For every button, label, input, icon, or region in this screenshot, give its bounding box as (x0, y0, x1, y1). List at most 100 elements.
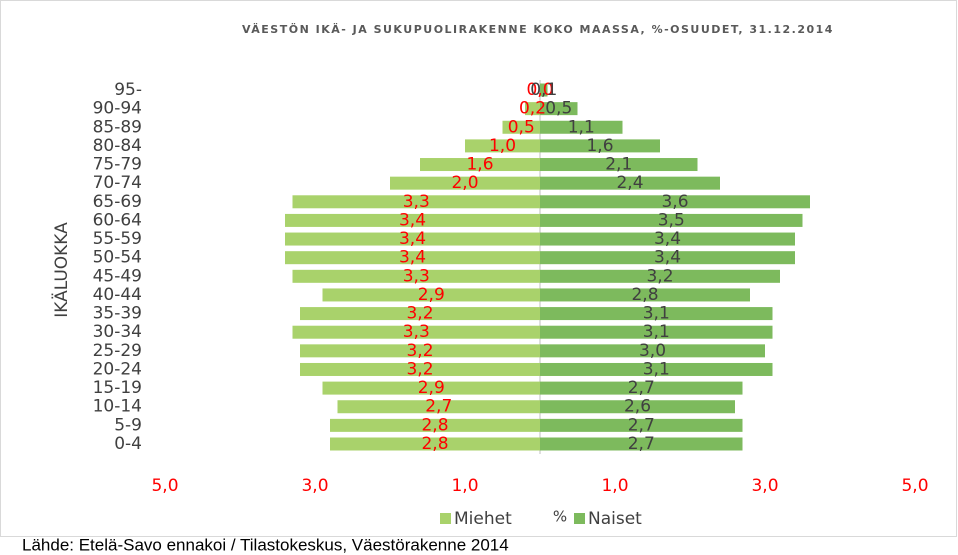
data-label: 2,7 (628, 415, 655, 435)
data-label: 3,1 (643, 359, 670, 379)
x-axis-title: % (553, 508, 567, 526)
bar (540, 418, 743, 432)
bar (330, 418, 540, 432)
data-label: 2,9 (418, 285, 445, 305)
y-tick-label: 40-44 (93, 285, 142, 305)
data-label: 1,6 (586, 136, 613, 156)
bar (540, 381, 743, 395)
legend-swatch (574, 513, 585, 524)
data-label: 2,8 (421, 434, 448, 454)
data-label: 1,0 (489, 136, 516, 156)
bar (292, 269, 540, 283)
data-label: 0,5 (545, 99, 572, 119)
data-label: 2,6 (624, 397, 651, 417)
data-label: 3,4 (654, 229, 681, 249)
bar (292, 195, 540, 209)
data-label: 3,6 (661, 192, 688, 212)
data-label: 3,1 (643, 304, 670, 324)
bar (292, 325, 540, 339)
data-label: 3,5 (658, 210, 685, 230)
bar (285, 213, 540, 227)
data-label: 0,5 (508, 117, 535, 137)
y-tick-label: 30-34 (93, 322, 142, 342)
y-tick-label: 0-4 (114, 434, 142, 454)
data-label: 3,2 (406, 304, 433, 324)
source: Lähde: Etelä-Savo ennakoi / Tilastokesku… (22, 535, 509, 554)
y-tick-label: 85-89 (93, 117, 142, 137)
data-label: 3,2 (646, 266, 673, 286)
y-tick-label: 60-64 (93, 210, 142, 230)
data-label: 2,9 (418, 378, 445, 398)
bar (540, 213, 803, 227)
bar (540, 288, 750, 302)
bar (540, 325, 773, 339)
data-label: 3,2 (406, 359, 433, 379)
bar (540, 120, 623, 134)
bar (540, 139, 660, 153)
bar (420, 158, 540, 172)
bar (322, 381, 540, 395)
legend-label: Naiset (588, 509, 642, 529)
bar (540, 195, 810, 209)
bar (540, 251, 795, 265)
data-label: 3,3 (403, 192, 430, 212)
data-label: 3,4 (399, 248, 426, 268)
bar (330, 437, 540, 451)
y-tick-label: 25-29 (93, 341, 142, 361)
bar (540, 176, 720, 190)
data-label: 2,7 (425, 397, 452, 417)
bar (465, 139, 540, 153)
bar (337, 400, 540, 414)
y-tick-label: 75-79 (93, 155, 142, 175)
data-label: 1,1 (568, 117, 595, 137)
data-label: 2,8 (631, 285, 658, 305)
data-label: 2,7 (628, 434, 655, 454)
y-tick-label: 45-49 (93, 266, 142, 286)
bar (540, 307, 773, 321)
y-tick-label: 35-39 (93, 304, 142, 324)
data-label: 3,1 (643, 322, 670, 342)
y-axis-title: IKÄLUOKKA (51, 222, 72, 318)
bar (540, 158, 698, 172)
bar (540, 269, 780, 283)
bar (540, 362, 773, 376)
y-tick-label: 55-59 (93, 229, 142, 249)
bar (540, 83, 548, 97)
legend-label: Miehet (454, 509, 512, 529)
bar (540, 102, 578, 116)
y-tick-label: 65-69 (93, 192, 142, 212)
y-tick-label: 5-9 (114, 415, 142, 435)
bar (300, 344, 540, 358)
y-tick-label: 90-94 (93, 99, 142, 119)
bar (540, 400, 735, 414)
y-tick-label: 15-19 (93, 378, 142, 398)
data-label: 0,2 (519, 99, 546, 119)
y-tick-label: 20-24 (93, 359, 142, 379)
x-tick-label: 1,0 (601, 476, 628, 496)
chart-frame (0, 0, 957, 537)
chart-title: VÄESTÖN IKÄ- JA SUKUPUOLIRAKENNE KOKO MA… (242, 22, 834, 36)
x-tick-label: 5,0 (901, 476, 928, 496)
data-label: 3,3 (403, 266, 430, 286)
data-label: 3,4 (654, 248, 681, 268)
data-label: 1,6 (466, 155, 493, 175)
bar (300, 362, 540, 376)
x-tick-label: 5,0 (151, 476, 178, 496)
x-tick-label: 3,0 (751, 476, 778, 496)
data-label: 2,0 (451, 173, 478, 193)
x-tick-label: 3,0 (301, 476, 328, 496)
bar (540, 232, 795, 246)
data-label: 3,2 (406, 341, 433, 361)
bar (322, 288, 540, 302)
data-label: 2,7 (628, 378, 655, 398)
bar (390, 176, 540, 190)
y-tick-label: 50-54 (93, 248, 142, 268)
y-tick-label: 80-84 (93, 136, 142, 156)
bar (540, 344, 765, 358)
data-label: 2,8 (421, 415, 448, 435)
bar (300, 307, 540, 321)
bar (502, 120, 540, 134)
data-label: 2,4 (616, 173, 643, 193)
y-tick-label: 10-14 (93, 397, 142, 417)
